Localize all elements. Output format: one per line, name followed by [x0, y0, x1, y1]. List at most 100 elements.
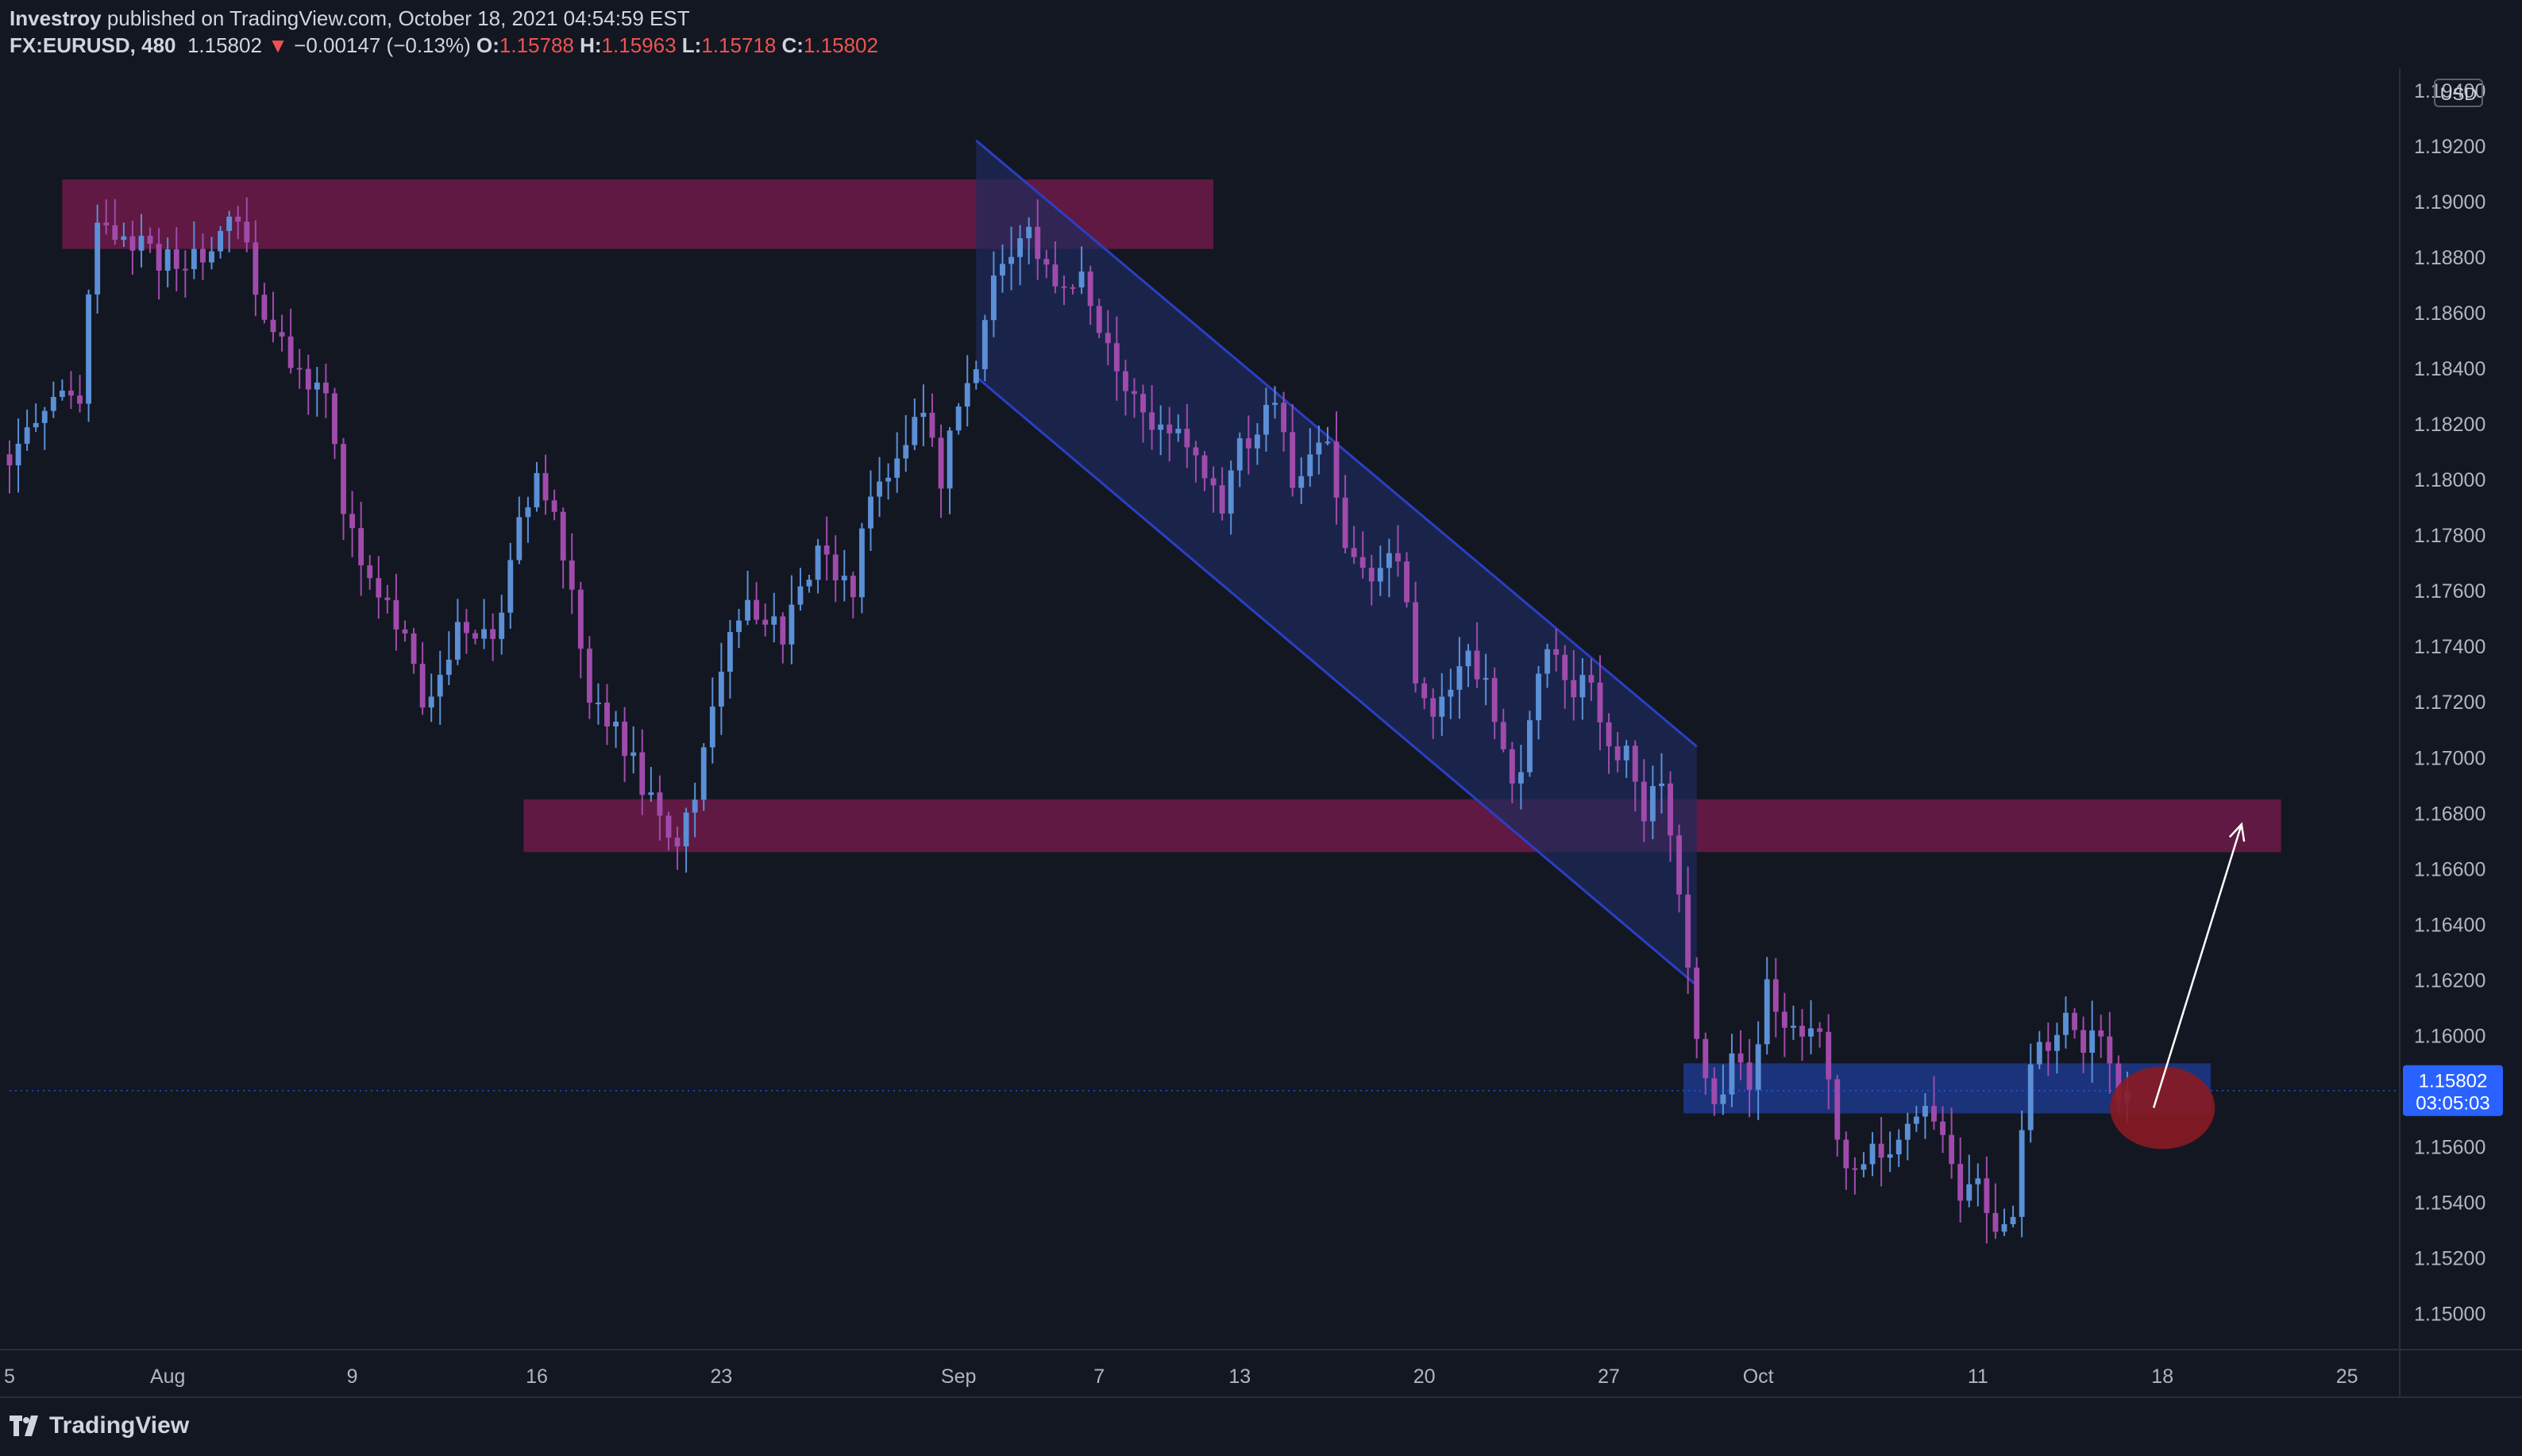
candle-body: [1606, 722, 1612, 747]
candle: [1500, 708, 1506, 753]
candle-body: [1755, 1044, 1761, 1090]
candle-body: [1799, 1026, 1805, 1037]
candle-body: [1685, 894, 1691, 968]
price-tick-label: 1.15000: [2414, 1303, 2485, 1325]
candle-body: [613, 722, 619, 727]
candle: [1737, 1030, 1744, 1080]
price-tick-label: 1.17600: [2414, 580, 2485, 603]
candle: [499, 595, 505, 655]
candle: [569, 533, 575, 614]
candle-body: [1597, 682, 1603, 722]
candle: [1579, 657, 1586, 720]
candle: [903, 414, 909, 472]
candle-body: [1772, 979, 1779, 1012]
channel-lower-line[interactable]: [975, 376, 1698, 987]
candle: [1869, 1132, 1876, 1177]
candle-body: [191, 248, 197, 270]
candle: [472, 630, 478, 645]
candle: [1087, 265, 1093, 325]
candle: [1342, 475, 1348, 553]
candle-body: [1676, 835, 1683, 895]
candle-body: [912, 417, 918, 445]
candle-body: [1236, 438, 1243, 471]
candle-body: [1895, 1139, 1902, 1154]
resistance-zone-middle[interactable]: [523, 799, 2281, 853]
candle: [1729, 1034, 1735, 1107]
price-tick-label: 1.17400: [2414, 636, 2485, 658]
candle-body: [1931, 1106, 1937, 1122]
candle-body: [1957, 1164, 1964, 1201]
candle: [94, 204, 101, 314]
price-tag-box: [2403, 1065, 2503, 1116]
candle-body: [2072, 1012, 2077, 1030]
candle: [33, 403, 39, 433]
candle: [437, 650, 443, 725]
candle: [1201, 451, 1208, 491]
brand-name[interactable]: TradingView: [49, 1412, 190, 1439]
candle: [894, 432, 900, 493]
candle: [1676, 824, 1683, 913]
candle: [1509, 741, 1515, 803]
candle: [147, 227, 153, 253]
candle-body: [938, 437, 944, 489]
candle: [59, 379, 65, 401]
candle-body: [990, 275, 997, 321]
candle: [1395, 525, 1401, 577]
candle-body: [1193, 447, 1199, 456]
candle: [577, 582, 584, 679]
candle: [1852, 1157, 1858, 1195]
candle-body: [1404, 561, 1409, 603]
currency-label-box[interactable]: [2434, 79, 2483, 107]
candle-body: [2036, 1042, 2042, 1065]
descending-channel-fill[interactable]: [976, 141, 1697, 986]
candle: [1228, 460, 1234, 535]
candle: [877, 456, 882, 518]
candle: [955, 403, 962, 435]
candle: [200, 233, 206, 280]
candle: [15, 418, 21, 493]
candle: [1210, 466, 1217, 513]
candle: [1061, 275, 1067, 306]
candle: [1517, 745, 1524, 810]
candle-body: [850, 576, 856, 598]
candle: [1236, 432, 1243, 487]
candle-body: [542, 472, 549, 501]
candle-body: [1132, 391, 1137, 395]
candle: [209, 237, 214, 270]
candle-body: [305, 368, 311, 390]
candle: [718, 642, 724, 735]
candle: [270, 291, 276, 343]
candle: [1826, 1014, 1832, 1110]
candle-body: [789, 604, 795, 645]
candle: [279, 314, 285, 352]
candle: [1439, 672, 1445, 736]
candle: [1298, 457, 1305, 504]
projection-arrow-line[interactable]: [2152, 823, 2243, 1108]
candle-body: [894, 458, 900, 478]
candle-body: [1474, 650, 1480, 680]
price-tick-label: 1.17200: [2414, 691, 2485, 714]
candle: [1333, 411, 1340, 525]
candle: [1685, 866, 1691, 995]
candle-body: [1096, 306, 1102, 333]
candle-body: [1052, 264, 1059, 287]
candle-body: [1035, 226, 1041, 260]
candle-body: [1922, 1106, 1928, 1117]
footer: TradingView: [10, 1410, 189, 1442]
target-circle[interactable]: [2110, 1066, 2215, 1150]
candle-body: [244, 221, 250, 243]
candle-body: [94, 222, 101, 295]
candle: [1553, 628, 1560, 672]
publisher-name[interactable]: Investroy: [10, 6, 102, 30]
candle-body: [1509, 749, 1515, 784]
symbol-label[interactable]: FX:EURUSD, 480: [10, 33, 176, 57]
candle: [754, 582, 760, 625]
time-tick-label: 20: [1413, 1365, 1436, 1388]
candle: [709, 677, 715, 764]
candle-body: [1298, 476, 1305, 488]
candle: [1245, 415, 1251, 475]
candle-body: [1834, 1079, 1841, 1140]
candle: [1597, 655, 1603, 751]
